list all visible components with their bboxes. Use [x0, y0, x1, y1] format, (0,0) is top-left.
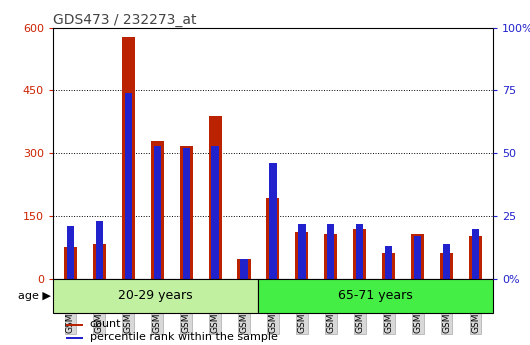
Bar	[64, 247, 77, 279]
Bar	[295, 232, 308, 279]
Text: GSM10361: GSM10361	[210, 284, 219, 333]
Bar	[269, 163, 277, 279]
Bar	[237, 259, 251, 279]
Bar	[472, 228, 479, 279]
Bar	[53, 279, 258, 313]
Text: GSM10365: GSM10365	[326, 284, 335, 333]
Text: percentile rank within the sample: percentile rank within the sample	[90, 332, 278, 342]
Bar	[209, 116, 222, 279]
Text: age ▶: age ▶	[18, 291, 51, 301]
Bar	[67, 226, 74, 279]
Text: GSM10364: GSM10364	[297, 284, 306, 333]
Bar	[298, 224, 305, 279]
Bar	[93, 245, 106, 279]
Bar	[327, 224, 334, 279]
Bar	[414, 236, 421, 279]
Text: GSM10366: GSM10366	[355, 284, 364, 333]
Text: GDS473 / 232273_at: GDS473 / 232273_at	[53, 12, 197, 27]
Text: GSM10354: GSM10354	[66, 284, 75, 333]
Text: GSM10359: GSM10359	[153, 284, 162, 333]
Bar	[154, 146, 161, 279]
Bar	[356, 224, 364, 279]
Text: GSM10369: GSM10369	[442, 284, 451, 333]
Text: 65-71 years: 65-71 years	[338, 289, 413, 302]
Bar	[258, 279, 493, 313]
Text: GSM10370: GSM10370	[471, 284, 480, 333]
Bar	[182, 148, 190, 279]
Bar	[385, 246, 392, 279]
Bar	[324, 234, 337, 279]
Bar	[180, 146, 192, 279]
Text: GSM10355: GSM10355	[95, 284, 104, 333]
Bar	[122, 37, 135, 279]
Bar	[354, 229, 366, 279]
Bar	[411, 234, 424, 279]
Bar	[125, 93, 132, 279]
Bar	[469, 236, 482, 279]
Text: GSM10368: GSM10368	[413, 284, 422, 333]
Bar	[96, 221, 103, 279]
Bar	[440, 253, 453, 279]
Bar	[66, 337, 83, 339]
Text: GSM10367: GSM10367	[384, 284, 393, 333]
Bar	[66, 324, 83, 326]
Bar	[151, 141, 164, 279]
Text: GSM10363: GSM10363	[269, 284, 277, 333]
Bar	[443, 244, 450, 279]
Text: count: count	[90, 319, 121, 329]
Text: GSM10356: GSM10356	[123, 284, 132, 333]
Text: GSM10360: GSM10360	[182, 284, 191, 333]
Text: GSM10362: GSM10362	[240, 284, 249, 333]
Bar	[382, 253, 395, 279]
Text: 20-29 years: 20-29 years	[118, 289, 193, 302]
Bar	[241, 259, 248, 279]
Bar	[211, 146, 219, 279]
Bar	[267, 198, 279, 279]
